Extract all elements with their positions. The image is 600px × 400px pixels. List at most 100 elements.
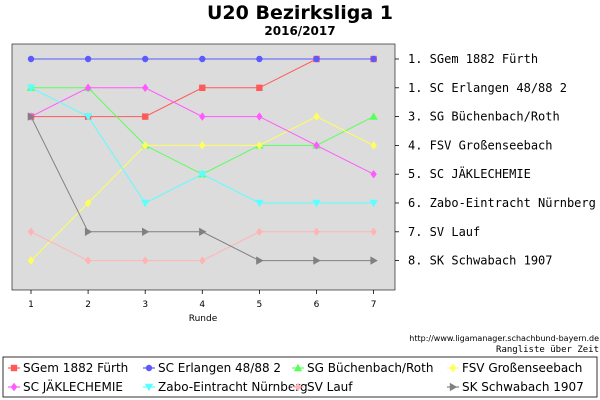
data-point xyxy=(26,84,36,92)
legend-box xyxy=(2,356,598,398)
legend-marker xyxy=(449,363,457,373)
legend-marker xyxy=(10,382,18,392)
source-url: http://www.ligamanager.schachbund-bayern… xyxy=(409,334,599,343)
data-point xyxy=(256,84,263,91)
data-point xyxy=(141,199,150,208)
legend-item: SG Büchenbach/Roth xyxy=(292,361,433,375)
data-point xyxy=(142,227,150,236)
legend-item: SV Lauf xyxy=(292,380,353,394)
legend-marker xyxy=(449,382,458,392)
standing-label: 5. SC JÄKLECHEMIE xyxy=(408,166,531,181)
standing-label: 1. SC Erlangen 48/88 2 xyxy=(408,81,567,95)
legend-label: SV Lauf xyxy=(307,380,353,394)
data-point xyxy=(199,256,206,265)
x-tick-label: 2 xyxy=(85,300,91,310)
series-3 xyxy=(27,112,377,265)
data-point xyxy=(313,256,321,265)
legend-label: SGem 1882 Fürth xyxy=(23,361,128,375)
data-point xyxy=(255,199,264,208)
data-point xyxy=(313,55,320,63)
data-point xyxy=(256,55,263,63)
data-point xyxy=(27,227,35,236)
legend-label: SC Erlangen 48/88 2 xyxy=(158,361,281,375)
data-point xyxy=(27,55,35,63)
series-layer xyxy=(26,55,378,265)
data-point xyxy=(84,198,92,208)
legend-label: SK Schwabach 1907 xyxy=(462,380,584,394)
chart-subtitle: 2016/2017 xyxy=(264,24,335,38)
data-point xyxy=(370,227,377,236)
data-point xyxy=(370,256,378,265)
x-axis-label: Runde xyxy=(189,314,218,324)
series-4 xyxy=(27,83,377,179)
legend-marker xyxy=(294,382,302,392)
ranking-label: Rangliste über Zeit xyxy=(496,345,599,355)
data-point xyxy=(142,256,149,265)
legend-label: SG Büchenbach/Roth xyxy=(307,361,433,375)
data-point xyxy=(84,227,93,236)
data-point xyxy=(370,170,377,179)
data-point xyxy=(199,112,206,121)
legend-item: SC JÄKLECHEMIE xyxy=(8,379,123,394)
data-point xyxy=(313,141,320,150)
x-tick-label: 5 xyxy=(257,300,263,310)
data-point xyxy=(313,227,320,236)
x-tick-label: 6 xyxy=(314,300,320,310)
legend-label: Zabo-Eintracht Nürnberg xyxy=(158,380,308,394)
data-point xyxy=(199,227,207,236)
standing-label: 6. Zabo-Eintracht Nürnberg xyxy=(408,196,596,210)
data-point xyxy=(369,112,378,120)
series-6 xyxy=(27,227,377,265)
standing-label: 3. SG Büchenbach/Roth xyxy=(408,110,560,124)
legend-item: SGem 1882 Fürth xyxy=(8,361,128,375)
x-tick-label: 4 xyxy=(199,300,205,310)
data-point xyxy=(27,256,35,265)
legend-item: FSV Großenseebach xyxy=(447,361,582,375)
data-point xyxy=(370,55,377,63)
data-point xyxy=(198,171,207,179)
standing-label: 7. SV Lauf xyxy=(408,225,480,239)
chart-title: U20 Bezirksliga 1 xyxy=(207,2,393,24)
series-7 xyxy=(27,112,378,265)
standing-label: 1. SGem 1882 Fürth xyxy=(408,52,538,66)
data-point xyxy=(27,112,36,121)
legend-marker xyxy=(10,364,18,372)
legend-item: Zabo-Eintracht Nürnberg xyxy=(143,380,308,394)
data-point xyxy=(84,55,92,63)
data-point xyxy=(142,55,149,63)
data-point xyxy=(83,113,93,121)
data-point xyxy=(84,256,92,265)
data-point xyxy=(256,112,263,121)
x-tick-label: 3 xyxy=(142,300,148,310)
series-5 xyxy=(26,84,378,208)
legend-label: FSV Großenseebach xyxy=(462,361,582,375)
data-point xyxy=(256,256,264,265)
data-point xyxy=(313,112,320,121)
data-point xyxy=(142,83,149,92)
x-tick-label: 1 xyxy=(28,300,34,310)
data-point xyxy=(199,84,206,91)
x-axis: 1 2 3 4 5 6 7 xyxy=(28,290,376,310)
legend-label: SC JÄKLECHEMIE xyxy=(23,379,123,394)
data-point xyxy=(369,199,378,208)
legend-marker xyxy=(293,363,303,372)
x-tick-label: 7 xyxy=(371,300,377,310)
data-point xyxy=(256,227,263,236)
data-point xyxy=(312,199,321,208)
data-point xyxy=(199,141,206,150)
data-point xyxy=(142,113,149,120)
standing-label: 8. SK Schwabach 1907 xyxy=(408,254,553,268)
data-point xyxy=(370,141,377,150)
data-point xyxy=(84,83,92,92)
series-1 xyxy=(27,55,377,63)
rank-axis: 1. SGem 1882 Fürth 1. SC Erlangen 48/88 2… xyxy=(395,52,596,268)
legend-item: SK Schwabach 1907 xyxy=(447,380,584,394)
plot-area xyxy=(11,43,396,291)
legend-item: SC Erlangen 48/88 2 xyxy=(143,361,281,375)
legend: SGem 1882 Fürth SC Erlangen 48/88 2 SG Büc… xyxy=(8,361,584,394)
data-point xyxy=(256,141,263,150)
standing-label: 4. FSV Großenseebach xyxy=(408,138,553,152)
data-point xyxy=(199,55,206,63)
legend-marker xyxy=(144,383,154,392)
